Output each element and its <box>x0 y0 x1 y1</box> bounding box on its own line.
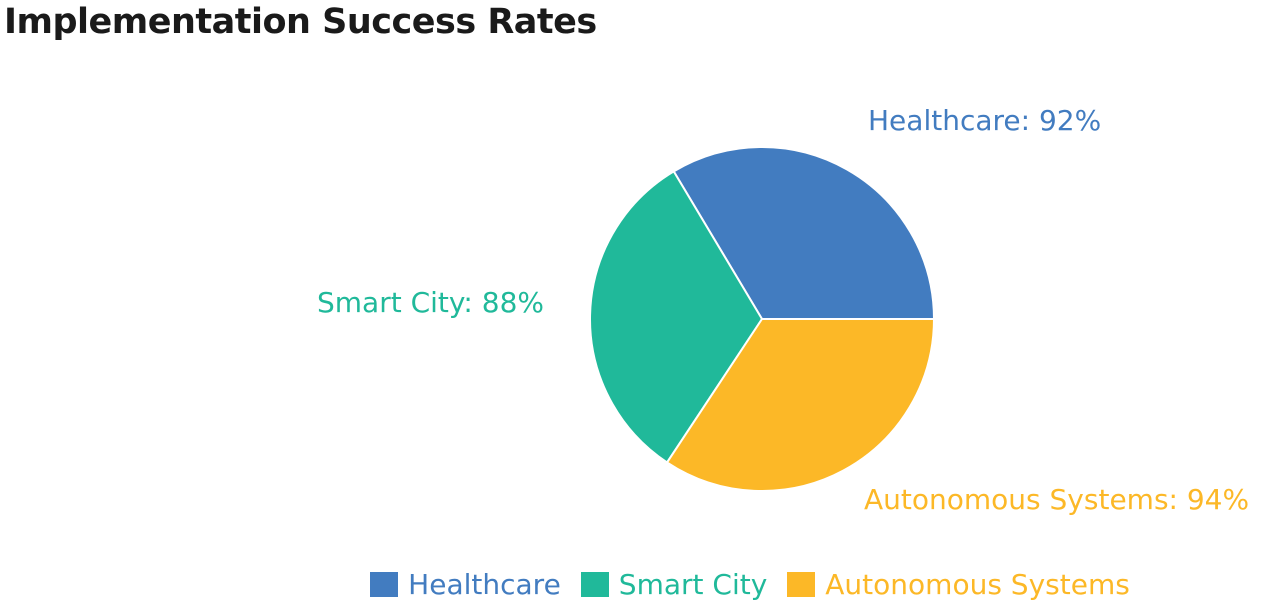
legend-item-smart-city[interactable]: Smart City <box>580 568 768 601</box>
pie-slice-autonomous-systems[interactable] <box>665 318 936 492</box>
legend-item-healthcare[interactable]: Healthcare <box>370 568 561 601</box>
pie-slice-healthcare[interactable] <box>672 146 936 320</box>
legend-label-smart-city: Smart City <box>618 568 768 601</box>
slice-label-healthcare: Healthcare: 92% <box>868 104 1101 137</box>
chart-title: Implementation Success Rates <box>4 2 597 42</box>
legend-swatch-smart-city <box>580 572 609 597</box>
legend-swatch-healthcare <box>370 572 399 597</box>
slice-label-smart-city: Smart City: 88% <box>317 286 544 319</box>
pie-slice-smart-city[interactable] <box>589 170 764 464</box>
legend-swatch-autonomous-systems <box>787 572 816 597</box>
legend-item-autonomous-systems[interactable]: Autonomous Systems <box>787 568 1130 601</box>
legend-label-healthcare: Healthcare <box>408 568 561 601</box>
legend-label-autonomous-systems: Autonomous Systems <box>825 568 1130 601</box>
slice-labels: Healthcare: 92% Smart City: 88% Autonomous… <box>317 104 1249 516</box>
pie-slices <box>589 146 936 492</box>
chart-legend: Healthcare Smart City Autonomous Systems <box>0 568 1280 601</box>
slice-label-autonomous-systems: Autonomous Systems: 94% <box>864 483 1249 516</box>
